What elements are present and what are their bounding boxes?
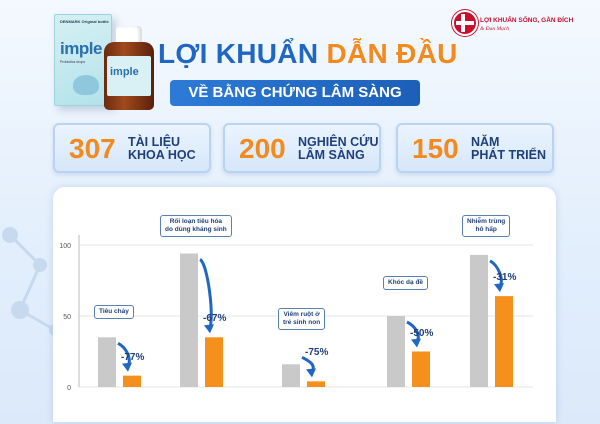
bar-before (180, 253, 198, 387)
category-callout: Nhiễm trùng hô hấp (462, 215, 511, 237)
reduction-label: -75% (305, 347, 329, 359)
logo-line2: & Đan Mạch (480, 26, 510, 32)
stat-label: NĂM PHÁT TRIỂN (471, 136, 546, 162)
y-tick-label: 100 (59, 243, 71, 250)
chart-card: 100 50 0 -77% Tiêu chảy -67% Rối loạn tiêu hó… (53, 187, 556, 422)
bar-before (470, 254, 488, 387)
bar-after (123, 375, 141, 387)
stat-label-line2: PHÁT TRIỂN (471, 148, 546, 162)
stat-label-line1: TÀI LIỆU (128, 135, 181, 149)
box-subtitle: Probiotics drops (60, 60, 86, 64)
arrow-head-icon (306, 368, 316, 378)
arrow-head-icon (494, 283, 504, 293)
category-callout: Rối loạn tiêu hóa do dùng kháng sinh (160, 215, 232, 237)
stat-card-years: 150 NĂM PHÁT TRIỂN (396, 123, 554, 173)
bar-before (282, 364, 300, 387)
product-box: DENMARK Original bottle imple Probiotics… (54, 14, 112, 106)
bar-before (387, 316, 405, 387)
stat-card-studies: 200 NGHIÊN CỨU LÂM SÀNG (223, 123, 381, 173)
bar-after (307, 381, 325, 387)
y-tick-label: 0 (67, 385, 71, 392)
bar-after (412, 351, 430, 387)
headline-accent: DẪN ĐẦU (326, 38, 458, 69)
headline-subtitle: VỀ BẰNG CHỨNG LÂM SÀNG (170, 80, 420, 106)
bottle-cap (116, 26, 142, 44)
reduction-label: -50% (410, 327, 434, 339)
bottle-label (107, 56, 151, 96)
y-tick-label: 50 (63, 314, 71, 321)
arrow-head-icon (122, 362, 132, 372)
bar-chart: 100 50 0 (59, 235, 533, 392)
denmark-flag-icon (452, 10, 478, 36)
product-bottle: imple (104, 26, 154, 110)
reduction-label: -67% (203, 313, 227, 325)
category-callout: Khóc dạ đề (383, 276, 429, 290)
stat-number: 200 (239, 133, 286, 164)
reduction-label: -31% (493, 272, 517, 284)
box-label: DENMARK Original bottle (60, 19, 109, 24)
stat-label: NGHIÊN CỨU LÂM SÀNG (298, 136, 379, 162)
box-brand: imple (60, 39, 102, 58)
logo-line1: LỢI KHUẨN SỐNG, GẦN ĐÍCH (480, 17, 574, 24)
elephant-icon (73, 75, 99, 95)
bottle-brand: imple (110, 66, 139, 78)
stat-number: 150 (412, 133, 459, 164)
stat-label-line2: KHOA HỌC (128, 148, 196, 162)
stat-label-line1: NGHIÊN CỨU (298, 135, 379, 149)
stat-label-line2: LÂM SÀNG (298, 148, 365, 162)
bar-before (98, 337, 116, 387)
bar-after (495, 296, 513, 387)
headline-part1: LỢI KHUẨN (158, 38, 327, 69)
bar-after (205, 337, 223, 387)
arrow-head-icon (411, 338, 421, 348)
stat-label-line1: NĂM (471, 135, 500, 149)
stat-label: TÀI LIỆU KHOA HỌC (128, 136, 196, 162)
stat-card-documents: 307 TÀI LIỆU KHOA HỌC (53, 123, 211, 173)
headline: LỢI KHUẨN DẪN ĐẦU (158, 38, 458, 70)
reduction-label: -77% (121, 351, 145, 363)
category-callout: Viêm ruột ở trẻ sinh non (278, 308, 326, 330)
arrow-head-icon (204, 324, 214, 334)
stat-number: 307 (69, 133, 116, 164)
category-callout: Tiêu chảy (94, 305, 134, 319)
molecule-decoration (2, 227, 61, 336)
brand-logo: LỢI KHUẨN SỐNG, GẦN ĐÍCH & Đan Mạch (452, 10, 592, 40)
